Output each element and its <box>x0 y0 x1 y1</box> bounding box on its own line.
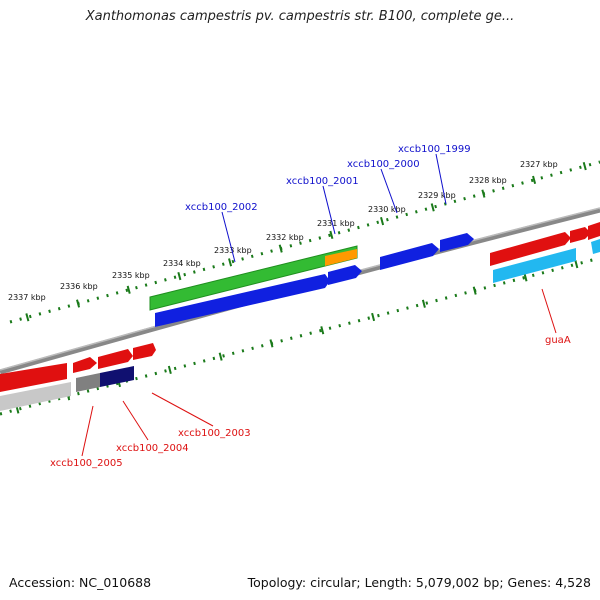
gene-feature-red-2005 <box>73 357 97 373</box>
gene-feature-orange <box>325 249 357 266</box>
kbp-label-2327: 2327 kbp <box>520 160 558 169</box>
gene-feature-blue-2000 <box>380 243 439 270</box>
inner-tick-mark <box>167 365 172 374</box>
inner-tick-mark <box>523 273 528 282</box>
inner-tick-mark <box>269 339 274 348</box>
leader-line-guaA <box>541 288 557 334</box>
gene-feature-cyan-edge <box>591 239 600 254</box>
gene-feature-blue-1999 <box>440 233 474 252</box>
kbp-label-2333: 2333 kbp <box>214 246 252 255</box>
gene-label-xccb100-2005: xccb100_2005 <box>50 458 123 469</box>
leader-line-2001 <box>322 185 336 235</box>
outer-tick-mark <box>481 189 486 198</box>
leader-line-2004 <box>122 400 149 441</box>
outer-tick-mark <box>76 299 81 308</box>
gene-feature-cyan <box>493 248 576 283</box>
outer-tick-mark <box>582 162 587 171</box>
inner-tick-mark <box>472 286 477 295</box>
outer-tick-mark <box>278 244 283 253</box>
kbp-label-2329: 2329 kbp <box>418 191 456 200</box>
gene-feature-red-small-1 <box>570 227 591 243</box>
outer-major-ticks <box>25 162 587 322</box>
gene-label-xccb100-2003: xccb100_2003 <box>178 428 251 439</box>
leader-line-2000 <box>380 168 398 214</box>
gene-label-xccb100-2001: xccb100_2001 <box>286 176 359 187</box>
leader-line-2003 <box>151 392 214 427</box>
gene-label-xccb100-2000: xccb100_2000 <box>347 159 420 170</box>
gene-feature-lightgray <box>0 382 71 411</box>
gene-feature-red-left <box>0 363 67 392</box>
outer-tick-mark <box>228 258 233 267</box>
gene-feature-navy <box>100 366 134 387</box>
outer-tick-mark <box>430 203 435 212</box>
leader-line-2005 <box>81 405 94 457</box>
kbp-label-2337: 2337 kbp <box>8 293 46 302</box>
outer-tick-mark <box>380 216 385 226</box>
kbp-label-2336: 2336 kbp <box>60 282 98 291</box>
gene-feature-gray <box>76 373 100 392</box>
kbp-label-2332: 2332 kbp <box>266 233 304 242</box>
inner-tick-mark <box>574 260 579 269</box>
leader-line-2002 <box>221 211 236 263</box>
inner-tick-mark <box>320 326 325 335</box>
leader-line-1999 <box>435 153 447 205</box>
kbp-label-2328: 2328 kbp <box>469 176 507 185</box>
gene-feature-red-guaA <box>490 232 571 266</box>
kbp-label-2335: 2335 kbp <box>112 271 150 280</box>
outer-tick-mark <box>532 175 537 185</box>
gene-feature-red-2003 <box>133 343 156 360</box>
outer-tick-mark <box>25 313 30 322</box>
inner-tick-mark <box>218 352 223 361</box>
outer-tick-mark <box>177 271 182 281</box>
gene-label-xccb100-2004: xccb100_2004 <box>116 443 189 454</box>
gene-feature-red-small-2 <box>588 222 600 240</box>
gene-label-xccb100-2002: xccb100_2002 <box>185 202 258 213</box>
genome-summary-text: Topology: circular; Length: 5,079,002 bp… <box>247 575 591 590</box>
gene-label-guaA: guaA <box>545 335 571 346</box>
accession-text: Accession: NC_010688 <box>9 575 152 590</box>
outer-tick-mark <box>329 230 334 239</box>
gene-label-xccb100-1999: xccb100_1999 <box>398 144 471 155</box>
outer-tick-mark <box>126 285 131 294</box>
map-title: Xanthomonas campestris pv. campestris st… <box>85 9 515 24</box>
kbp-label-2331: 2331 kbp <box>317 219 355 228</box>
gene-feature-blue-2002 <box>155 274 330 327</box>
gene-feature-blue-2001 <box>328 265 362 285</box>
inner-tick-mark <box>371 312 376 322</box>
kbp-label-2330: 2330 kbp <box>368 205 406 214</box>
inner-tick-mark <box>421 299 426 308</box>
gene-feature-red-2004 <box>98 349 133 369</box>
outer-tick-track <box>9 160 600 324</box>
kbp-label-2334: 2334 kbp <box>163 259 201 268</box>
